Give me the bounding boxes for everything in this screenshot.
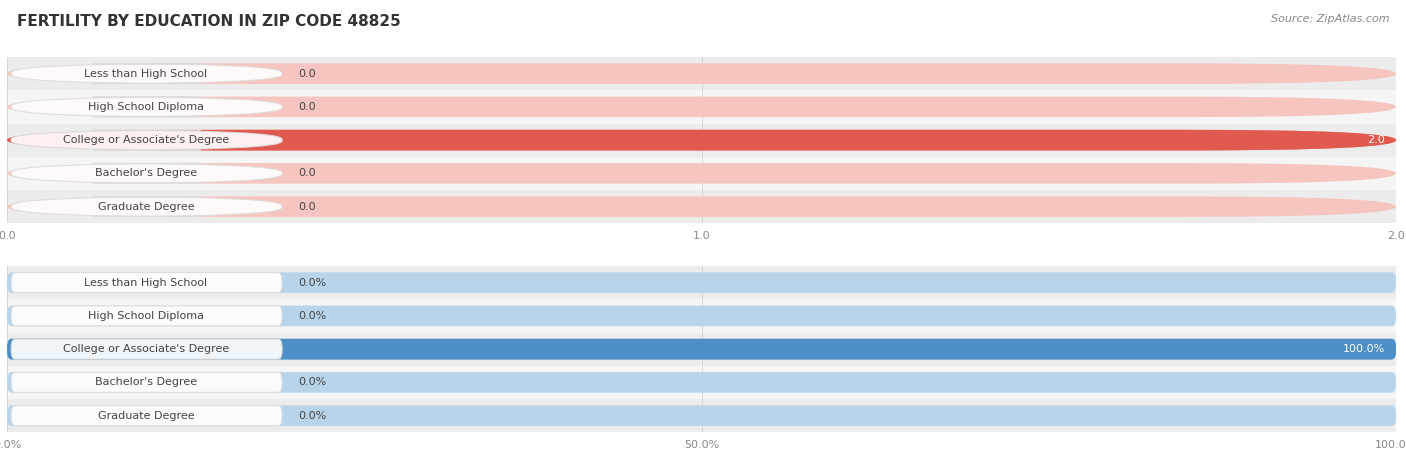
Text: 0.0: 0.0 [298, 102, 316, 112]
Bar [7, 266, 1396, 299]
Text: College or Associate's Degree: College or Associate's Degree [63, 135, 229, 145]
FancyBboxPatch shape [7, 339, 1396, 360]
Text: 0.0%: 0.0% [298, 277, 328, 288]
FancyBboxPatch shape [11, 306, 283, 326]
Bar [7, 299, 1396, 332]
FancyBboxPatch shape [11, 406, 283, 426]
Text: High School Diploma: High School Diploma [89, 311, 204, 321]
FancyBboxPatch shape [7, 272, 1396, 293]
Text: College or Associate's Degree: College or Associate's Degree [63, 344, 229, 354]
FancyBboxPatch shape [7, 63, 1396, 84]
Bar [7, 399, 1396, 432]
Bar [7, 157, 1396, 190]
FancyBboxPatch shape [7, 130, 1396, 151]
FancyBboxPatch shape [11, 339, 283, 359]
FancyBboxPatch shape [7, 305, 1396, 326]
Text: 0.0%: 0.0% [298, 377, 328, 388]
FancyBboxPatch shape [11, 130, 283, 150]
Bar [7, 90, 1396, 124]
Text: 0.0%: 0.0% [298, 311, 328, 321]
FancyBboxPatch shape [11, 273, 283, 293]
Bar [7, 57, 1396, 90]
FancyBboxPatch shape [11, 197, 283, 217]
Text: 2.0: 2.0 [1367, 135, 1385, 145]
Bar [7, 366, 1396, 399]
Text: 100.0%: 100.0% [1343, 344, 1385, 354]
Text: Bachelor's Degree: Bachelor's Degree [94, 168, 197, 179]
Text: 0.0%: 0.0% [298, 410, 328, 421]
FancyBboxPatch shape [7, 372, 1396, 393]
Text: Less than High School: Less than High School [84, 277, 208, 288]
FancyBboxPatch shape [11, 372, 283, 392]
Bar [7, 332, 1396, 366]
Bar [7, 124, 1396, 157]
FancyBboxPatch shape [7, 405, 1396, 426]
FancyBboxPatch shape [11, 163, 283, 183]
Text: Graduate Degree: Graduate Degree [97, 201, 194, 212]
Text: FERTILITY BY EDUCATION IN ZIP CODE 48825: FERTILITY BY EDUCATION IN ZIP CODE 48825 [17, 14, 401, 29]
Text: Graduate Degree: Graduate Degree [97, 410, 194, 421]
FancyBboxPatch shape [11, 64, 283, 84]
Text: 0.0: 0.0 [298, 168, 316, 179]
FancyBboxPatch shape [7, 96, 1396, 117]
FancyBboxPatch shape [7, 339, 1396, 360]
Text: Source: ZipAtlas.com: Source: ZipAtlas.com [1271, 14, 1389, 24]
FancyBboxPatch shape [7, 196, 1396, 217]
Text: 0.0: 0.0 [298, 201, 316, 212]
FancyBboxPatch shape [11, 97, 283, 117]
FancyBboxPatch shape [7, 163, 1396, 184]
Text: Less than High School: Less than High School [84, 68, 208, 79]
Text: 0.0: 0.0 [298, 68, 316, 79]
Text: High School Diploma: High School Diploma [89, 102, 204, 112]
FancyBboxPatch shape [7, 130, 1396, 151]
Bar [7, 190, 1396, 223]
Text: Bachelor's Degree: Bachelor's Degree [94, 377, 197, 388]
